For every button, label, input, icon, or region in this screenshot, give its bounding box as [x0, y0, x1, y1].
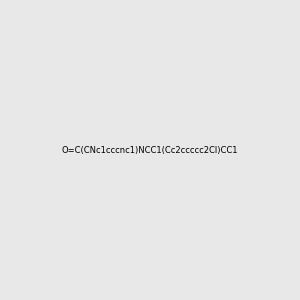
Text: O=C(CNc1cccnc1)NCC1(Cc2ccccc2Cl)CC1: O=C(CNc1cccnc1)NCC1(Cc2ccccc2Cl)CC1: [62, 146, 238, 154]
